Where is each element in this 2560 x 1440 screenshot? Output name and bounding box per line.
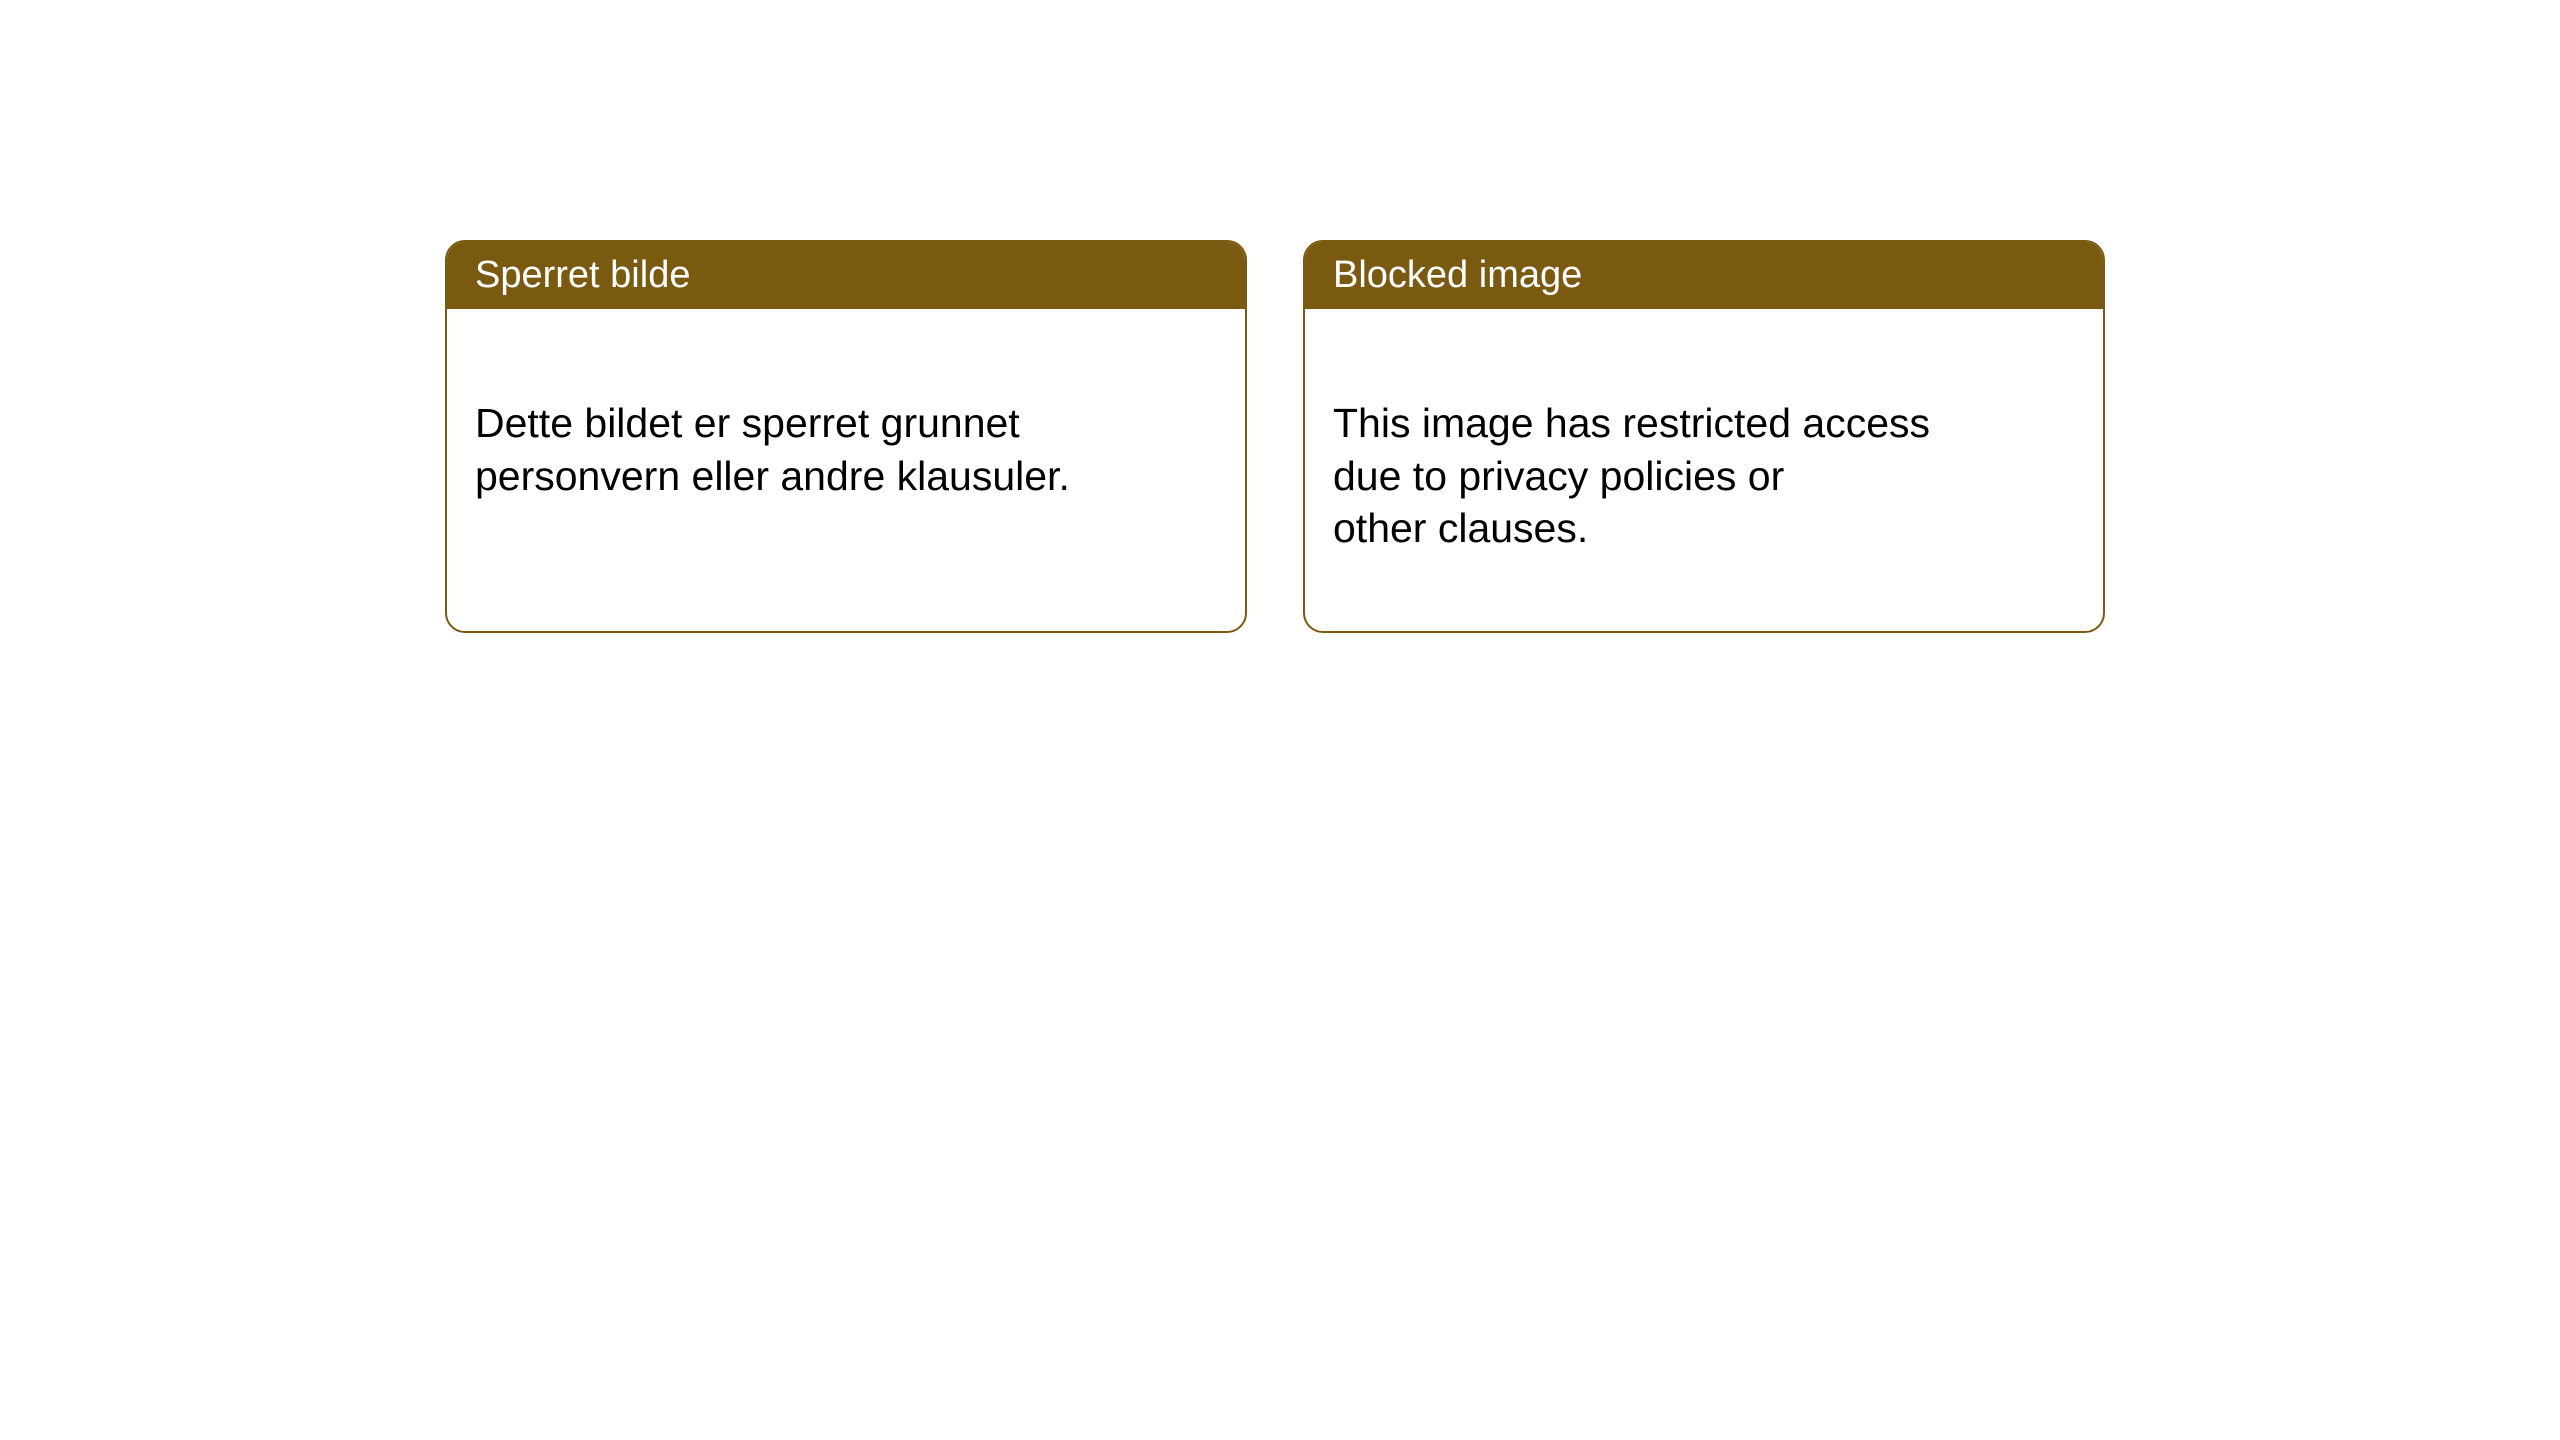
- notice-card-norwegian: Sperret bilde Dette bildet er sperret gr…: [445, 240, 1247, 633]
- notice-title: Blocked image: [1333, 254, 1582, 296]
- notice-body-text: This image has restricted access due to …: [1333, 400, 1930, 551]
- notice-body: This image has restricted access due to …: [1305, 309, 2103, 631]
- notice-header: Sperret bilde: [447, 242, 1245, 309]
- notice-body-text: Dette bildet er sperret grunnet personve…: [475, 400, 1070, 498]
- notice-title: Sperret bilde: [475, 254, 690, 296]
- notice-container: Sperret bilde Dette bildet er sperret gr…: [445, 240, 2105, 633]
- notice-card-english: Blocked image This image has restricted …: [1303, 240, 2105, 633]
- notice-body: Dette bildet er sperret grunnet personve…: [447, 309, 1245, 578]
- notice-header: Blocked image: [1305, 242, 2103, 309]
